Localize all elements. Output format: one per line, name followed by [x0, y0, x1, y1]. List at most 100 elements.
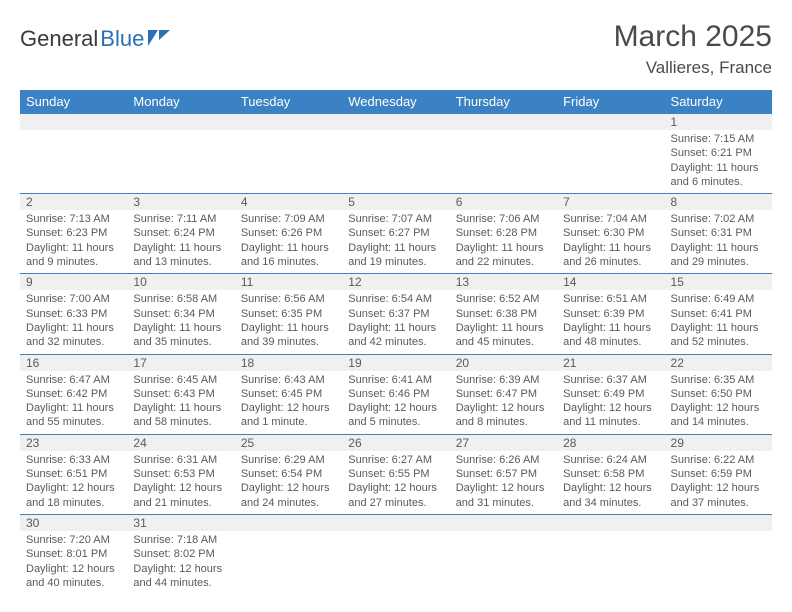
day-number-cell: 5 — [342, 194, 449, 211]
day-number-cell: 28 — [557, 434, 664, 451]
sunset-text: Sunset: 6:50 PM — [671, 387, 766, 401]
daylight-text: Daylight: 11 hours and 42 minutes. — [348, 321, 443, 350]
day-number-cell: 25 — [235, 434, 342, 451]
day-number-cell: 13 — [450, 274, 557, 291]
location: Vallieres, France — [614, 58, 772, 78]
day-cell: Sunrise: 6:37 AMSunset: 6:49 PMDaylight:… — [557, 371, 664, 435]
daylight-text: Daylight: 11 hours and 55 minutes. — [26, 401, 121, 430]
daylight-text: Daylight: 12 hours and 37 minutes. — [671, 481, 766, 510]
month-title: March 2025 — [614, 20, 772, 54]
day-number-cell: 15 — [665, 274, 772, 291]
sunset-text: Sunset: 6:34 PM — [133, 307, 228, 321]
day-cell: Sunrise: 6:41 AMSunset: 6:46 PMDaylight:… — [342, 371, 449, 435]
day-number-cell: 29 — [665, 434, 772, 451]
day-cell: Sunrise: 7:06 AMSunset: 6:28 PMDaylight:… — [450, 210, 557, 274]
day-cell: Sunrise: 6:31 AMSunset: 6:53 PMDaylight:… — [127, 451, 234, 515]
day-number-cell: 1 — [665, 114, 772, 131]
day-number-cell — [342, 514, 449, 531]
day-number-cell: 19 — [342, 354, 449, 371]
daylight-text: Daylight: 11 hours and 35 minutes. — [133, 321, 228, 350]
sunset-text: Sunset: 6:31 PM — [671, 226, 766, 240]
sunrise-text: Sunrise: 6:43 AM — [241, 373, 336, 387]
day-cell — [450, 531, 557, 594]
calendar-body: 1Sunrise: 7:15 AMSunset: 6:21 PMDaylight… — [20, 114, 772, 595]
sunrise-text: Sunrise: 6:22 AM — [671, 453, 766, 467]
daylight-text: Daylight: 11 hours and 6 minutes. — [671, 161, 766, 190]
day-number-cell — [235, 114, 342, 131]
weekday-header: Sunday — [20, 90, 127, 114]
sunrise-text: Sunrise: 6:56 AM — [241, 292, 336, 306]
day-cell: Sunrise: 6:22 AMSunset: 6:59 PMDaylight:… — [665, 451, 772, 515]
sunrise-text: Sunrise: 6:31 AM — [133, 453, 228, 467]
day-number-cell — [342, 114, 449, 131]
sunset-text: Sunset: 6:58 PM — [563, 467, 658, 481]
sunset-text: Sunset: 6:23 PM — [26, 226, 121, 240]
day-cell: Sunrise: 6:51 AMSunset: 6:39 PMDaylight:… — [557, 290, 664, 354]
day-cell: Sunrise: 7:02 AMSunset: 6:31 PMDaylight:… — [665, 210, 772, 274]
weekday-header: Monday — [127, 90, 234, 114]
sunset-text: Sunset: 6:37 PM — [348, 307, 443, 321]
day-cell: Sunrise: 7:18 AMSunset: 8:02 PMDaylight:… — [127, 531, 234, 594]
sunrise-text: Sunrise: 6:58 AM — [133, 292, 228, 306]
day-cell: Sunrise: 6:43 AMSunset: 6:45 PMDaylight:… — [235, 371, 342, 435]
daylight-text: Daylight: 12 hours and 5 minutes. — [348, 401, 443, 430]
day-number-cell: 11 — [235, 274, 342, 291]
day-number-cell: 17 — [127, 354, 234, 371]
brand-logo: GeneralBlue — [20, 20, 170, 52]
sunrise-text: Sunrise: 6:45 AM — [133, 373, 228, 387]
sunset-text: Sunset: 6:30 PM — [563, 226, 658, 240]
day-number-cell: 18 — [235, 354, 342, 371]
calendar-page: GeneralBlue March 2025 Vallieres, France… — [0, 0, 792, 594]
daylight-text: Daylight: 11 hours and 39 minutes. — [241, 321, 336, 350]
day-cell: Sunrise: 6:29 AMSunset: 6:54 PMDaylight:… — [235, 451, 342, 515]
calendar-table: SundayMondayTuesdayWednesdayThursdayFrid… — [20, 90, 772, 594]
day-body-row: Sunrise: 7:20 AMSunset: 8:01 PMDaylight:… — [20, 531, 772, 594]
day-cell: Sunrise: 6:56 AMSunset: 6:35 PMDaylight:… — [235, 290, 342, 354]
sunrise-text: Sunrise: 6:52 AM — [456, 292, 551, 306]
sunset-text: Sunset: 6:24 PM — [133, 226, 228, 240]
sunrise-text: Sunrise: 7:09 AM — [241, 212, 336, 226]
day-cell: Sunrise: 7:07 AMSunset: 6:27 PMDaylight:… — [342, 210, 449, 274]
day-cell — [450, 130, 557, 194]
day-cell: Sunrise: 7:09 AMSunset: 6:26 PMDaylight:… — [235, 210, 342, 274]
sunrise-text: Sunrise: 6:29 AM — [241, 453, 336, 467]
day-number-cell: 27 — [450, 434, 557, 451]
day-number-cell: 20 — [450, 354, 557, 371]
sunset-text: Sunset: 6:45 PM — [241, 387, 336, 401]
day-body-row: Sunrise: 7:13 AMSunset: 6:23 PM Daylight:… — [20, 210, 772, 274]
sunset-text: Sunset: 6:46 PM — [348, 387, 443, 401]
day-number-cell: 9 — [20, 274, 127, 291]
day-cell: Sunrise: 6:26 AMSunset: 6:57 PMDaylight:… — [450, 451, 557, 515]
daynum-row: 2345678 — [20, 194, 772, 211]
day-number-cell: 21 — [557, 354, 664, 371]
day-number-cell — [665, 514, 772, 531]
daynum-row: 9101112131415 — [20, 274, 772, 291]
daylight-text: Daylight: 12 hours and 31 minutes. — [456, 481, 551, 510]
day-number-cell: 23 — [20, 434, 127, 451]
daylight-text: Daylight: 12 hours and 44 minutes. — [133, 562, 228, 591]
brand-part2: Blue — [100, 26, 144, 52]
sunrise-text: Sunrise: 7:02 AM — [671, 212, 766, 226]
sunset-text: Sunset: 6:59 PM — [671, 467, 766, 481]
sunrise-text: Sunrise: 6:26 AM — [456, 453, 551, 467]
daylight-text: Daylight: 12 hours and 14 minutes. — [671, 401, 766, 430]
daylight-text: Daylight: 11 hours and 58 minutes. — [133, 401, 228, 430]
sunrise-text: Sunrise: 6:33 AM — [26, 453, 121, 467]
sunrise-text: Sunrise: 7:06 AM — [456, 212, 551, 226]
day-cell — [342, 130, 449, 194]
day-cell — [20, 130, 127, 194]
daylight-text: Daylight: 12 hours and 8 minutes. — [456, 401, 551, 430]
sunset-text: Sunset: 6:27 PM — [348, 226, 443, 240]
day-number-cell — [235, 514, 342, 531]
daylight-text: Daylight: 11 hours and 22 minutes. — [456, 241, 551, 270]
day-cell — [235, 531, 342, 594]
day-cell — [235, 130, 342, 194]
sunset-text: Sunset: 6:42 PM — [26, 387, 121, 401]
sunrise-text: Sunrise: 7:13 AM — [26, 212, 121, 226]
daylight-text: Daylight: 11 hours and 13 minutes. — [133, 241, 228, 270]
day-body-row: Sunrise: 7:00 AMSunset: 6:33 PMDaylight:… — [20, 290, 772, 354]
sunrise-text: Sunrise: 6:39 AM — [456, 373, 551, 387]
day-cell: Sunrise: 6:58 AMSunset: 6:34 PMDaylight:… — [127, 290, 234, 354]
sunrise-text: Sunrise: 6:54 AM — [348, 292, 443, 306]
sunrise-text: Sunrise: 6:51 AM — [563, 292, 658, 306]
